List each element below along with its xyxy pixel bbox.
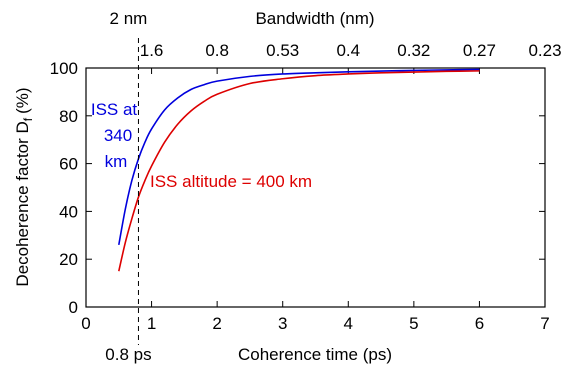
annotation-iss-340-line: 340 (104, 126, 132, 145)
x-tick-label: 4 (344, 314, 353, 333)
top-tick-label: 0.8 (205, 41, 229, 60)
annotation-iss-340-line: ISS at (91, 100, 138, 119)
x-tick-label: 6 (475, 314, 484, 333)
y-tick-label: 20 (59, 250, 78, 269)
top-axis-ticks: 1.6 0.8 0.53 0.4 0.32 0.27 0.23 (140, 41, 562, 74)
y-axis-title-unit: (%) (13, 87, 32, 113)
y-tick-label: 80 (59, 107, 78, 126)
x-tick-label: 0 (81, 314, 90, 333)
y-axis-title-main: Decoherence factor D (13, 121, 32, 286)
marker-top-label: 2 nm (110, 9, 148, 28)
y-axis-title: Decoherence factor Df (%) (13, 87, 35, 286)
y-axis-title-subscript: f (21, 117, 35, 121)
top-tick-label: 1.6 (140, 41, 164, 60)
x-tick-label: 7 (540, 314, 549, 333)
top-tick-label: 0.27 (463, 41, 496, 60)
x-tick-label: 1 (147, 314, 156, 333)
y-tick-label: 0 (69, 298, 78, 317)
x-tick-label: 5 (409, 314, 418, 333)
annotation-iss-340: ISS at 340 km (91, 100, 138, 171)
top-tick-label: 0.53 (266, 41, 299, 60)
marker-bottom-label: 0.8 ps (105, 345, 151, 364)
x-tick-label: 2 (212, 314, 221, 333)
top-tick-label: 0.23 (528, 41, 561, 60)
series-lines (118, 68, 480, 272)
y-tick-label: 100 (50, 59, 78, 78)
y-axis-ticks: 0 20 40 60 80 100 (50, 59, 545, 317)
top-tick-label: 0.4 (336, 41, 360, 60)
plot-frame (85, 67, 546, 308)
annotation-iss-340-line: km (105, 152, 128, 171)
y-tick-label: 40 (59, 202, 78, 221)
y-tick-label: 60 (59, 155, 78, 174)
top-axis-title: Bandwidth (nm) (255, 9, 374, 28)
annotation-iss-400: ISS altitude = 400 km (150, 172, 312, 191)
x-axis-title: Coherence time (ps) (238, 345, 392, 364)
top-tick-label: 0.32 (397, 41, 430, 60)
series-line-red (118, 70, 480, 272)
series-line-blue (118, 68, 480, 246)
x-axis-ticks: 0 1 2 3 4 5 6 7 (81, 301, 550, 333)
x-tick-label: 3 (278, 314, 287, 333)
annotations: ISS at 340 km ISS altitude = 400 km (91, 100, 312, 191)
